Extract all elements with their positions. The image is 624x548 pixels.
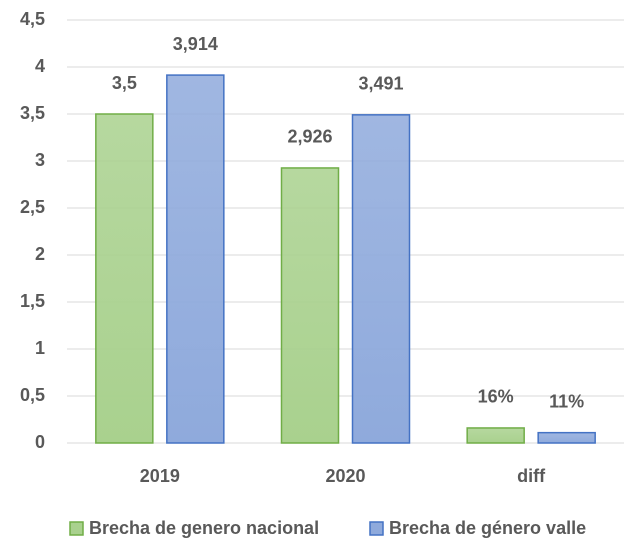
y-tick-label: 1 xyxy=(35,338,45,358)
data-label: 2,926 xyxy=(287,127,332,147)
y-tick-label: 4,5 xyxy=(20,9,45,29)
y-tick-label: 2,5 xyxy=(20,197,45,217)
bar xyxy=(166,74,225,444)
y-tick-label: 0 xyxy=(35,432,45,452)
y-tick-label: 0,5 xyxy=(20,385,45,405)
data-label: 16% xyxy=(478,387,514,407)
y-tick-label: 1,5 xyxy=(20,291,45,311)
legend-label: Brecha de género valle xyxy=(389,518,586,538)
bar xyxy=(466,427,525,444)
bar xyxy=(537,431,596,444)
y-tick-label: 3 xyxy=(35,150,45,170)
x-tick-label: 2020 xyxy=(325,466,365,486)
y-tick-label: 4 xyxy=(35,56,45,76)
legend-label: Brecha de genero nacional xyxy=(89,518,319,538)
bar xyxy=(95,113,154,444)
legend-swatch xyxy=(369,521,384,536)
bar xyxy=(280,167,340,444)
data-label: 3,5 xyxy=(112,73,137,93)
y-tick-label: 2 xyxy=(35,244,45,264)
data-label: 3,491 xyxy=(358,74,403,94)
x-tick-label: diff xyxy=(517,466,546,486)
bar xyxy=(351,114,411,444)
data-label: 3,914 xyxy=(173,34,218,54)
data-label: 11% xyxy=(549,391,584,411)
legend-swatch xyxy=(69,521,84,536)
y-tick-label: 3,5 xyxy=(20,103,45,123)
x-tick-label: 2019 xyxy=(140,466,180,486)
